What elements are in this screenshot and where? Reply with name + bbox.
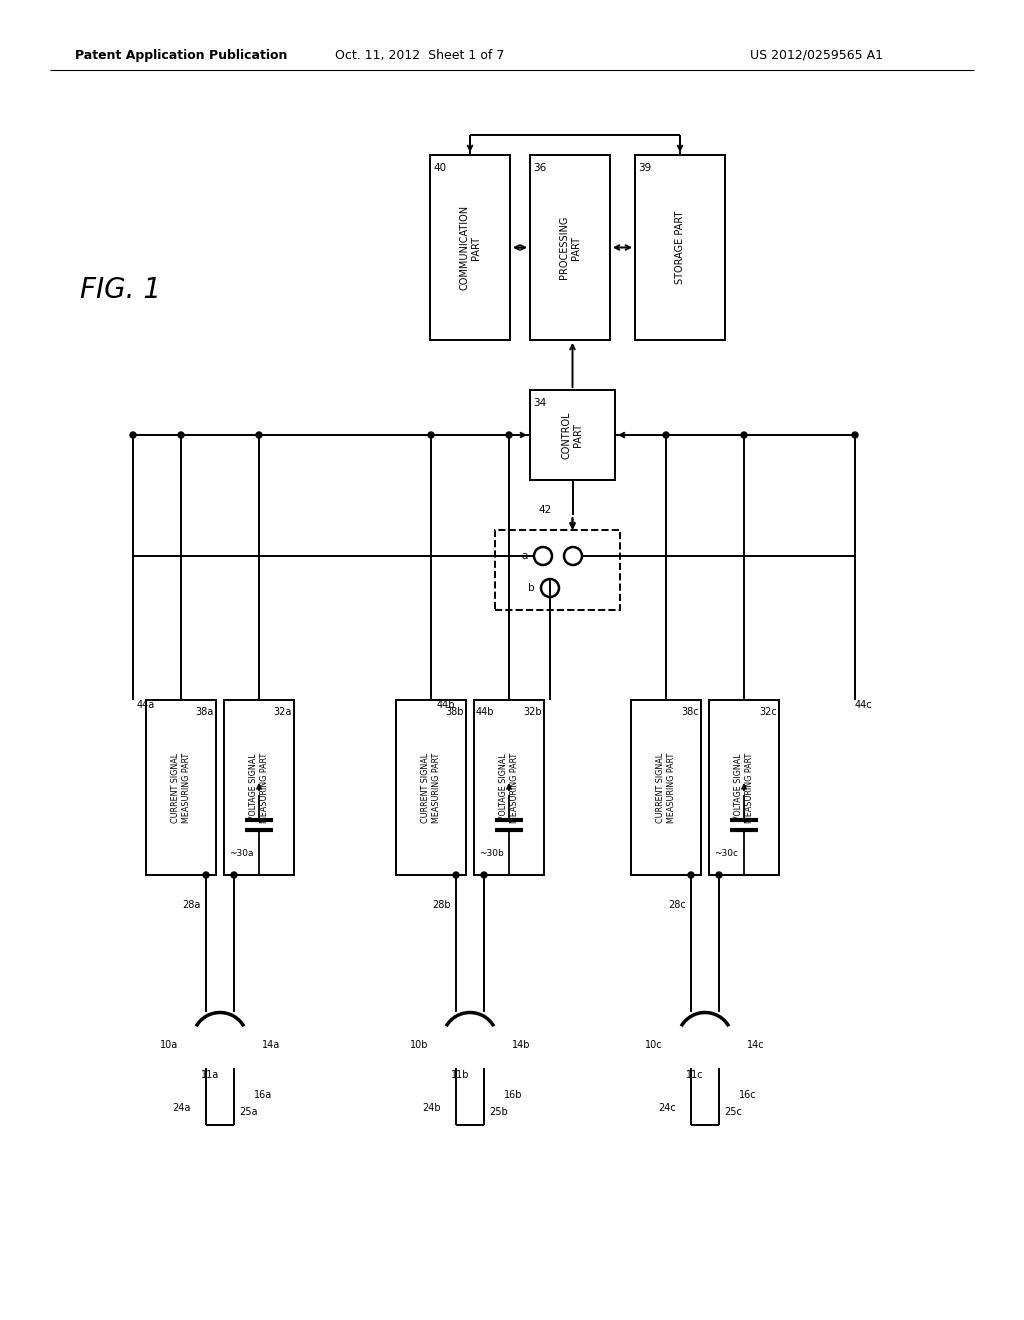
Text: Oct. 11, 2012  Sheet 1 of 7: Oct. 11, 2012 Sheet 1 of 7 [335, 49, 505, 62]
Text: 11c: 11c [686, 1071, 703, 1080]
Bar [631, 700, 701, 875]
Text: PROCESSING
PART: PROCESSING PART [559, 215, 581, 280]
Bar [474, 700, 544, 875]
Text: ~30a: ~30a [229, 849, 254, 858]
Text: 38b: 38b [445, 708, 464, 717]
Text: 32c: 32c [759, 708, 777, 717]
Circle shape [231, 873, 237, 878]
Text: 14a: 14a [262, 1040, 281, 1049]
Circle shape [203, 873, 209, 878]
Bar [430, 154, 510, 341]
Bar [146, 700, 216, 875]
Circle shape [716, 873, 722, 878]
Text: 16b: 16b [504, 1090, 522, 1100]
Text: FIG. 1: FIG. 1 [80, 276, 161, 304]
Text: 25b: 25b [489, 1107, 508, 1117]
Text: CURRENT SIGNAL
MEASURING PART: CURRENT SIGNAL MEASURING PART [421, 752, 440, 822]
Text: COMMUNICATION
PART: COMMUNICATION PART [459, 205, 481, 290]
Circle shape [506, 432, 512, 438]
Text: 11b: 11b [451, 1071, 469, 1080]
Text: 14b: 14b [512, 1040, 530, 1049]
Text: 16a: 16a [254, 1090, 272, 1100]
Text: 44b: 44b [436, 700, 455, 710]
Text: 32b: 32b [523, 708, 542, 717]
Text: VOLTAGE SIGNAL
MEASURING PART: VOLTAGE SIGNAL MEASURING PART [249, 752, 268, 822]
Text: 28c: 28c [669, 900, 686, 909]
Text: 16c: 16c [739, 1090, 757, 1100]
Text: ~30c: ~30c [714, 849, 738, 858]
Circle shape [453, 873, 459, 878]
Circle shape [428, 432, 434, 438]
Circle shape [178, 432, 184, 438]
Text: b: b [527, 583, 535, 593]
Text: 40: 40 [433, 162, 446, 173]
Text: 10c: 10c [645, 1040, 663, 1049]
Text: a: a [522, 550, 528, 561]
Circle shape [481, 873, 487, 878]
Circle shape [741, 432, 746, 438]
Bar [709, 700, 779, 875]
Text: 44a: 44a [137, 700, 155, 710]
Text: 10a: 10a [160, 1040, 178, 1049]
Text: Patent Application Publication: Patent Application Publication [75, 49, 288, 62]
Text: 25c: 25c [724, 1107, 741, 1117]
Circle shape [256, 432, 262, 438]
Text: 42: 42 [539, 506, 552, 515]
Text: 28a: 28a [182, 900, 201, 909]
Text: 39: 39 [638, 162, 651, 173]
Text: 38c: 38c [681, 708, 699, 717]
Text: 36: 36 [534, 162, 546, 173]
Text: ~30b: ~30b [479, 849, 504, 858]
Circle shape [663, 432, 669, 438]
Text: 44b: 44b [476, 708, 495, 717]
Text: VOLTAGE SIGNAL
MEASURING PART: VOLTAGE SIGNAL MEASURING PART [734, 752, 754, 822]
Text: 32a: 32a [273, 708, 292, 717]
Text: CONTROL
PART: CONTROL PART [562, 412, 584, 459]
Circle shape [130, 432, 136, 438]
Text: STORAGE PART: STORAGE PART [675, 211, 685, 284]
Circle shape [852, 432, 858, 438]
Text: 14c: 14c [746, 1040, 765, 1049]
Bar [495, 531, 620, 610]
Text: 28b: 28b [432, 900, 451, 909]
Text: 11a: 11a [201, 1071, 219, 1080]
Text: 38a: 38a [196, 708, 214, 717]
Bar [635, 154, 725, 341]
Text: 24b: 24b [422, 1104, 441, 1113]
Text: 25a: 25a [239, 1107, 257, 1117]
Text: 10b: 10b [410, 1040, 428, 1049]
Bar [530, 389, 615, 480]
Bar [224, 700, 294, 875]
Text: CURRENT SIGNAL
MEASURING PART: CURRENT SIGNAL MEASURING PART [171, 752, 190, 822]
Text: 44c: 44c [855, 700, 872, 710]
Text: 24c: 24c [658, 1104, 676, 1113]
Text: 34: 34 [534, 399, 546, 408]
Text: US 2012/0259565 A1: US 2012/0259565 A1 [750, 49, 883, 62]
Bar [396, 700, 466, 875]
Text: VOLTAGE SIGNAL
MEASURING PART: VOLTAGE SIGNAL MEASURING PART [500, 752, 519, 822]
Text: CURRENT SIGNAL
MEASURING PART: CURRENT SIGNAL MEASURING PART [656, 752, 676, 822]
Bar [530, 154, 610, 341]
Text: 24a: 24a [173, 1104, 191, 1113]
Circle shape [688, 873, 694, 878]
